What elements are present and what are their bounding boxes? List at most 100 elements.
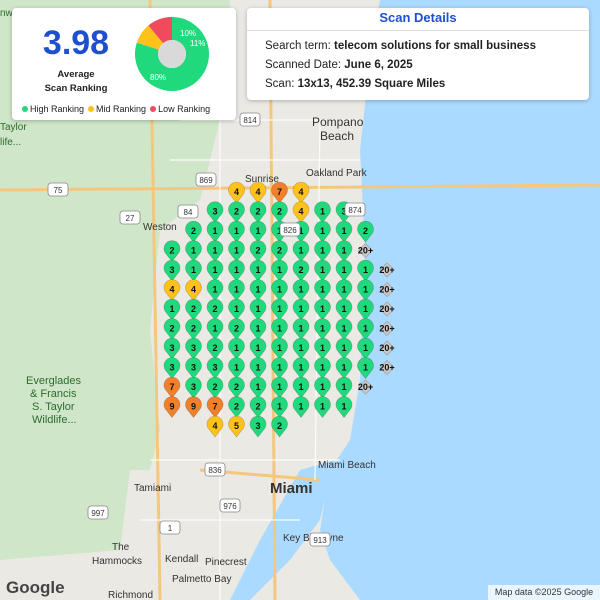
grid-pin[interactable]: 20+ [379,360,395,375]
grid-pin[interactable]: 1 [357,298,374,321]
grid-pin[interactable]: 1 [228,279,245,301]
grid-pin[interactable]: 2 [249,396,267,418]
grid-pin[interactable]: 2 [271,240,288,262]
grid-pin[interactable]: 1 [292,318,310,340]
grid-pin[interactable]: 2 [357,220,374,243]
grid-pin[interactable]: 1 [357,337,374,360]
grid-pin[interactable]: 1 [314,396,331,418]
grid-pin[interactable]: 1 [271,396,288,418]
grid-pin[interactable]: 2 [228,376,245,399]
grid-pin[interactable]: 1 [292,376,310,399]
grid-pin[interactable]: 9 [163,396,181,418]
grid-pin[interactable]: 1 [335,259,353,282]
grid-pin[interactable]: 1 [357,279,374,301]
grid-pin[interactable]: 1 [314,201,331,223]
grid-pin[interactable]: 1 [228,220,245,243]
grid-pin[interactable]: 9 [185,396,202,418]
grid-pin[interactable]: 1 [228,298,245,321]
grid-pin[interactable]: 2 [206,337,224,360]
grid-pin[interactable]: 1 [314,376,331,399]
grid-pin[interactable]: 2 [228,201,245,223]
map-attribution[interactable]: Map data ©2025 Google [488,585,600,600]
grid-pin[interactable]: 1 [314,337,331,360]
grid-pin[interactable]: 1 [206,240,224,262]
grid-pin[interactable]: 1 [314,279,331,301]
grid-pin[interactable]: 1 [206,279,224,301]
grid-pin[interactable]: 3 [249,415,267,438]
grid-pin[interactable]: 1 [249,279,267,301]
grid-pin[interactable]: 20+ [379,282,395,297]
grid-pin[interactable]: 20+ [379,340,395,356]
grid-pin[interactable]: 20+ [379,321,395,336]
grid-pin[interactable]: 20+ [358,243,373,258]
grid-pin[interactable]: 1 [271,376,288,399]
grid-pin[interactable]: 1 [314,259,331,282]
grid-pin[interactable]: 2 [249,201,267,223]
grid-pin[interactable]: 1 [314,298,331,321]
grid-pin[interactable]: 1 [292,396,310,418]
grid-pin[interactable]: 4 [185,279,202,301]
grid-pin[interactable]: 2 [206,376,224,399]
grid-pin[interactable]: 4 [292,181,310,204]
grid-pin[interactable]: 1 [228,357,245,379]
grid-pin[interactable]: 2 [292,259,310,282]
grid-pin[interactable]: 4 [206,415,224,438]
grid-pin[interactable]: 7 [206,396,224,418]
grid-pin[interactable]: 1 [185,240,202,262]
grid-pin[interactable]: 1 [335,357,353,379]
grid-pin[interactable]: 2 [271,201,288,223]
grid-pins[interactable]: 4 4 7 4 3 2 2 2 4 1 3 2 1 1 1 1 1 1 1 2 2 1 1 1 2 2 1 1 1 20+ 3 1 1 1 1 1 2 1… [163,181,395,438]
grid-pin[interactable]: 3 [185,376,202,399]
grid-pin[interactable]: 1 [249,337,267,360]
grid-pin[interactable]: 1 [335,337,353,360]
grid-pin[interactable]: 2 [249,240,267,262]
grid-pin[interactable]: 1 [335,298,353,321]
grid-pin[interactable]: 1 [249,376,267,399]
grid-pin[interactable]: 1 [185,259,202,282]
grid-pin[interactable]: 1 [228,259,245,282]
grid-pin[interactable]: 3 [163,337,181,360]
grid-pin[interactable]: 1 [249,318,267,340]
grid-pin[interactable]: 1 [292,279,310,301]
grid-pin[interactable]: 1 [314,220,331,243]
grid-pin[interactable]: 4 [292,201,310,223]
grid-pin[interactable]: 1 [335,220,353,243]
grid-pin[interactable]: 7 [271,181,288,204]
grid-pin[interactable]: 2 [163,318,181,340]
grid-pin[interactable]: 3 [163,357,181,379]
grid-pin[interactable]: 2 [271,415,288,438]
grid-pin[interactable]: 1 [335,396,353,418]
grid-pin[interactable]: 5 [228,415,245,438]
grid-pin[interactable]: 2 [163,240,181,262]
grid-pin[interactable]: 4 [163,279,181,301]
grid-pin[interactable]: 1 [271,318,288,340]
grid-pin[interactable]: 1 [357,259,374,282]
grid-pin[interactable]: 1 [249,259,267,282]
grid-pin[interactable]: 2 [228,396,245,418]
grid-pin[interactable]: 4 [228,181,245,204]
grid-pin[interactable]: 2 [185,220,202,243]
grid-pin[interactable]: 3 [185,337,202,360]
grid-pin[interactable]: 2 [228,318,245,340]
grid-pin[interactable]: 1 [206,259,224,282]
grid-pin[interactable]: 3 [163,259,181,282]
grid-pin[interactable]: 4 [249,181,267,204]
grid-pin[interactable]: 2 [206,298,224,321]
grid-pin[interactable]: 1 [206,220,224,243]
grid-pin[interactable]: 1 [249,220,267,243]
grid-pin[interactable]: 2 [185,318,202,340]
grid-pin[interactable]: 20+ [379,301,395,317]
grid-pin[interactable]: 1 [271,259,288,282]
grid-pin[interactable]: 1 [292,357,310,379]
grid-pin[interactable]: 1 [292,240,310,262]
grid-pin[interactable]: 1 [314,357,331,379]
grid-pin[interactable]: 1 [335,279,353,301]
grid-pin[interactable]: 20+ [358,379,373,395]
grid-pin[interactable]: 1 [271,279,288,301]
grid-pin[interactable]: 1 [357,357,374,379]
grid-pin[interactable]: 1 [292,337,310,360]
grid-pin[interactable]: 1 [335,376,353,399]
grid-pin[interactable]: 1 [271,298,288,321]
grid-pin[interactable]: 1 [249,298,267,321]
